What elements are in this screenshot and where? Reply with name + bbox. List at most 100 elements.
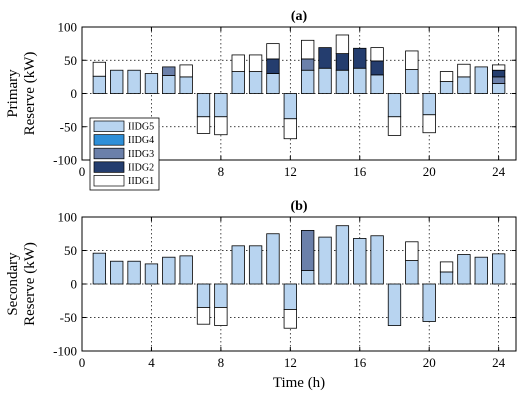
bar-iidg1-h17 [370,47,384,62]
x-axis-label: Time (h) [273,375,325,391]
bar-iidg5-h17 [370,74,384,94]
bar-iidg1-h19 [405,50,419,70]
bar-iidg5-h24 [491,253,506,285]
bar-iidg5-h17 [370,235,384,285]
bar-iidg5-h3 [127,260,141,285]
panel-b: -100 -50 0 50 100 0 4 8 12 16 20 24 (b) Secondary Rese… [5,199,517,391]
x-tick-label: 4 [148,355,155,370]
bar-iidg3-h24 [491,76,506,84]
legend-swatch-iidg5 [93,120,125,132]
y-axis-label: Reserve (kW) [22,52,38,136]
x-tick-label: 16 [353,355,367,370]
x-tick-label: 8 [218,355,225,370]
bar-iidg5-h7 [196,93,211,118]
bar-iidg1-h18 [387,116,402,136]
bar-iidg2-h15 [335,53,350,71]
panel-a: -100-5005010004812162024(a)PrimaryReserv… [5,9,517,191]
x-tick-label: 0 [79,164,86,179]
bar-iidg2-h17 [370,60,384,76]
bar-iidg1-h8 [214,116,228,136]
bar-iidg5-h9 [231,71,245,94]
y-tick-label: 50 [64,243,77,258]
y-tick-label: -100 [53,344,77,359]
legend-label-iidg4: IIDG4 [128,135,154,146]
bar-iidg5-h11 [266,233,280,285]
bar-iidg5-h23 [474,256,488,285]
bar-iidg2-h14 [318,47,332,69]
bar-iidg1-h24 [491,64,506,71]
y-tick-label: 100 [58,210,78,225]
x-tick-label: 24 [492,355,506,370]
bar-iidg5-h12 [283,93,297,120]
y-tick-label: -100 [53,153,77,168]
bar-iidg5-h5 [162,256,176,285]
bar-iidg3-h13 [301,58,315,71]
bar-iidg5-h6 [179,76,193,94]
x-tick-label: 24 [492,164,506,179]
bar-iidg1-h9 [231,54,245,72]
bar-iidg1-h11 [266,43,280,60]
bar-iidg5-h18 [387,283,402,326]
bar-iidg1-h1 [92,61,107,77]
legend-label-iidg5: IIDG5 [128,122,154,133]
legend-swatch-iidg4 [93,134,125,146]
bar-iidg5-h13 [301,69,315,94]
y-tick-label: 0 [71,86,78,101]
bar-iidg1-h21 [439,71,454,82]
bar-iidg2-h11 [266,58,280,74]
legend: IIDG5 IIDG4 IIDG3 IIDG2 IIDG1 [89,117,160,191]
bar-iidg5-h6 [179,255,193,285]
bar-iidg5-h7 [196,283,211,308]
bar-iidg2-h24 [491,69,506,78]
bar-iidg1-h7 [196,307,211,325]
bar-iidg5-h1 [92,75,107,94]
bar-iidg1-h21 [439,261,454,273]
bar-iidg5-h1 [92,252,107,285]
bar-iidg5-h21 [439,81,454,94]
bar-iidg1-h22 [457,63,471,78]
bar-iidg1-h19 [405,241,419,261]
bar-iidg5-h18 [387,93,402,118]
bar-iidg5-h21 [439,271,454,285]
bar-iidg5-h22 [457,254,471,285]
bar-iidg1-h20 [422,114,436,134]
legend-swatch-iidg3 [93,147,125,160]
panel-title: (a) [291,9,308,24]
legend-label-iidg3: IIDG3 [128,149,154,160]
bar-iidg1-h8 [214,307,228,326]
bar-iidg5-h20 [422,283,436,322]
bar-iidg5-h2 [110,69,124,94]
legend-swatch-iidg1 [93,175,125,187]
x-tick-label: 16 [353,164,367,179]
bar-iidg5-h15 [335,225,350,285]
bar-iidg5-h20 [422,93,436,116]
x-tick-label: 8 [218,164,225,179]
bar-iidg1-h12 [283,118,297,140]
panel-title: (b) [290,199,307,214]
x-tick-label: 20 [423,164,436,179]
bar-iidg3-h13 [301,229,315,271]
bar-iidg5-h10 [248,245,263,285]
y-tick-label: 50 [64,53,77,68]
legend-swatch-iidg2 [93,161,125,173]
bar-iidg3-h5 [162,66,176,76]
bar-iidg5-h2 [110,260,124,285]
bar-iidg5-h24 [491,83,506,94]
bar-iidg5-h4 [144,263,159,285]
x-tick-label: 0 [79,355,86,370]
bar-iidg5-h22 [457,76,471,94]
y-tick-label: -50 [60,310,77,325]
y-tick-label: -50 [60,119,77,134]
bar-iidg5-h23 [474,66,488,94]
x-tick-label: 12 [284,164,297,179]
bar-iidg5-h5 [162,75,176,94]
bar-iidg5-h16 [353,238,367,285]
bar-iidg5-h10 [248,71,263,94]
y-axis-label: Primary [5,69,21,118]
bar-iidg5-h14 [318,67,332,94]
y-tick-label: 100 [58,20,78,35]
bar-iidg5-h19 [405,69,419,94]
bar-iidg5-h11 [266,73,280,94]
bar-iidg5-h14 [318,236,332,285]
